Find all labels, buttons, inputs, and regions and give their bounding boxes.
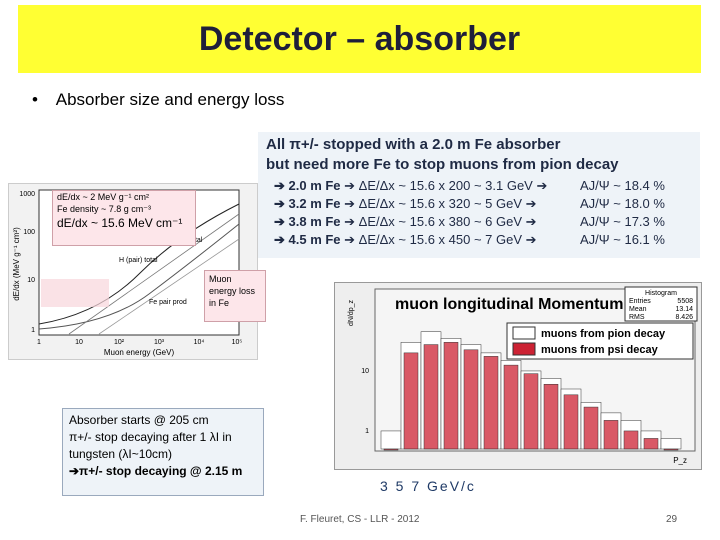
slide-title-bar: Detector – absorber <box>18 5 701 73</box>
summary-row-acc: AJ/Ψ ~ 18.4 % <box>580 178 665 193</box>
x-axis-label: Muon energy (GeV) <box>104 348 175 357</box>
summary-row-fe: ➔ 2.0 m Fe ➔ ΔE/Δx ~ 15.6 x 200 ~ 3.1 Ge… <box>274 178 548 193</box>
psi-decay-bar <box>643 438 659 450</box>
absorber-note: Absorber starts @ 205 cm π+/- stop decay… <box>62 408 264 496</box>
x-tick-label: 10 <box>75 339 83 346</box>
histogram-title: muon longitudinal Momentum <box>395 296 623 313</box>
psi-decay-bar <box>403 352 419 450</box>
x-tick-label: 10³ <box>154 339 165 346</box>
psi-decay-bar <box>443 342 459 450</box>
y-tick-label: 1 <box>365 428 369 435</box>
y-tick-label: 10 <box>27 277 35 284</box>
legend-label: muons from pion decay <box>541 328 666 340</box>
x-tick-label: 10² <box>114 339 125 346</box>
summary-line-2: but need more Fe to stop muons from pion… <box>266 156 619 173</box>
absorber-note-line: π+/- stop decaying after 1 λI in <box>69 430 232 444</box>
curve-label: H (pair) total <box>119 257 158 264</box>
y-tick-label: 1000 <box>19 191 35 198</box>
dedx-line-2: Fe density ~ 7.8 g cm⁻³ <box>57 204 152 214</box>
x-axis-label: P_z <box>673 456 687 465</box>
pion-decay-bar <box>660 438 682 450</box>
stats-key: RMS <box>629 314 645 321</box>
psi-decay-bar <box>543 383 559 450</box>
x-tick-label: 10⁵ <box>232 339 243 346</box>
summary-box: All π+/- stopped with a 2.0 m Fe absorbe… <box>258 132 700 258</box>
psi-decay-bar <box>423 344 439 450</box>
page-number: 29 <box>666 514 678 525</box>
dedx-line-1: dE/dx ~ 2 MeV g⁻¹ cm² <box>57 192 150 202</box>
dedx-info-box: dE/dx ~ 2 MeV g⁻¹ cm² Fe density ~ 7.8 g… <box>52 190 196 246</box>
stats-value: 13.14 <box>675 306 693 313</box>
muon-range-highlight <box>41 279 109 307</box>
bullet-text: Absorber size and energy loss <box>55 90 285 109</box>
legend-swatch-pion <box>512 326 536 340</box>
legend-label: muons from psi decay <box>541 344 659 356</box>
summary-line-1: All π+/- stopped with a 2.0 m Fe absorbe… <box>266 136 561 153</box>
fe-pair-curve <box>68 213 240 335</box>
summary-row-fe: ➔ 4.5 m Fe ➔ ΔE/Δx ~ 15.6 x 450 ~ 7 GeV … <box>274 232 537 247</box>
stats-box <box>624 286 698 322</box>
summary-row-acc: AJ/Ψ ~ 16.1 % <box>580 232 665 247</box>
psi-decay-bar <box>503 364 519 450</box>
y-tick-label: 10 <box>361 368 369 375</box>
stats-value: 8.426 <box>675 314 693 321</box>
psi-decay-bar <box>663 448 679 451</box>
psi-decay-bar <box>383 448 399 451</box>
x-tick-label: 10⁴ <box>194 339 205 346</box>
summary-row-fe: ➔ 3.8 m Fe ➔ ΔE/Δx ~ 15.6 x 380 ~ 6 GeV … <box>274 214 537 229</box>
histogram-svg: muon longitudinal Momentum Histogram Ent… <box>348 286 698 465</box>
pion-decay-bar <box>380 430 402 450</box>
psi-decay-bar <box>603 420 619 450</box>
x-tick-label: 1 <box>37 339 41 346</box>
absorber-note-line: ➔π+/- stop decaying @ 2.15 m <box>69 464 243 478</box>
legend-box <box>506 322 694 360</box>
stats-title: Histogram <box>645 290 677 297</box>
y-axis-label: dE/dx (MeV g⁻¹ cm²) <box>12 227 21 301</box>
muon-energy-loss-note: Muon energy loss in Fe <box>204 270 266 322</box>
momentum-histogram: muon longitudinal Momentum Histogram Ent… <box>334 282 702 470</box>
dedx-line-3: dE/dx ~ 15.6 MeV cm⁻¹ <box>57 216 183 230</box>
summary-row-acc: AJ/Ψ ~ 17.3 % <box>580 214 665 229</box>
y-tick-label: 100 <box>23 229 35 236</box>
slide-title: Detector – absorber <box>198 19 521 58</box>
fe-total-curve <box>38 203 240 325</box>
bullet-point: • Absorber size and energy loss <box>32 90 284 110</box>
stats-key: Mean <box>629 306 647 313</box>
psi-decay-bar <box>523 373 539 450</box>
histogram-bars <box>380 331 682 451</box>
momentum-annotation: 3 5 7 GeV/c <box>380 478 476 494</box>
y-tick-label: 1 <box>31 327 35 334</box>
absorber-note-line: Absorber starts @ 205 cm <box>69 413 209 427</box>
y-axis-label: dN/dp_z <box>348 299 355 326</box>
psi-decay-bar <box>563 394 579 450</box>
absorber-note-line: tungsten (λI~10cm) <box>69 447 173 461</box>
fe-brems-curve <box>98 238 240 335</box>
curve-label: Fe pair prod <box>149 299 187 306</box>
psi-decay-bar <box>483 356 499 450</box>
psi-decay-bar <box>623 430 639 450</box>
h-total-curve <box>38 223 240 330</box>
summary-row-acc: AJ/Ψ ~ 18.0 % <box>580 196 665 211</box>
psi-decay-bar <box>463 349 479 450</box>
legend-swatch-psi <box>512 342 536 356</box>
psi-decay-bar <box>583 406 599 450</box>
stats-value: 5508 <box>677 298 693 305</box>
summary-row-fe: ➔ 3.2 m Fe ➔ ΔE/Δx ~ 15.6 x 320 ~ 5 GeV … <box>274 196 537 211</box>
slide-footer: F. Fleuret, CS - LLR - 2012 <box>300 514 420 525</box>
stats-key: Entries <box>629 298 651 305</box>
bullet-dot-icon: • <box>32 90 38 109</box>
